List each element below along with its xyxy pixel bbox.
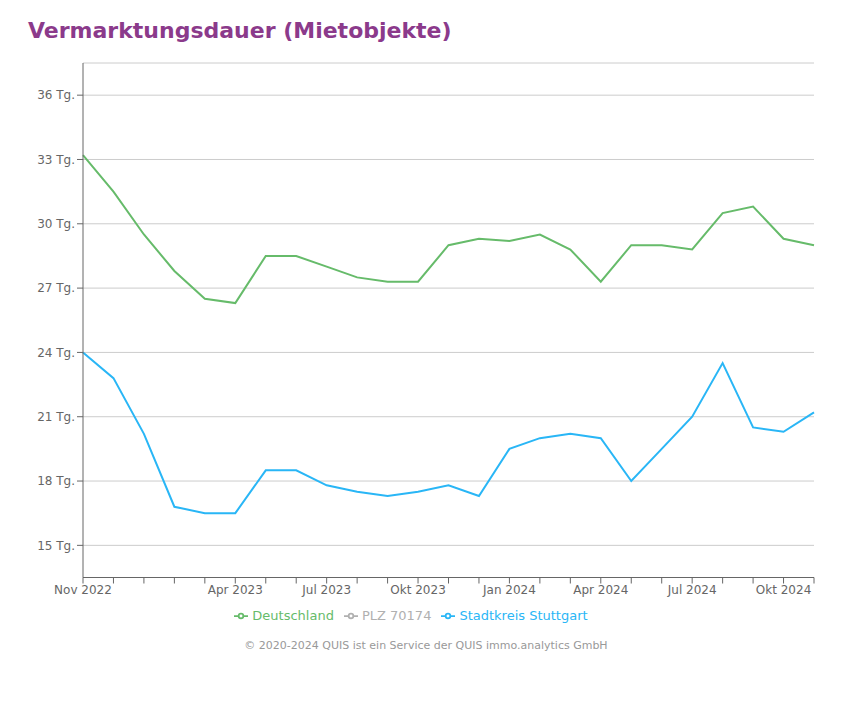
svg-text:Apr 2023: Apr 2023 <box>208 583 263 597</box>
html-text:Deutschland: Deutschland <box>252 607 334 623</box>
html-text:PLZ 70174: PLZ 70174 <box>361 607 432 623</box>
svg-text:21 Tg.: 21 Tg. <box>37 410 75 424</box>
svg-text:27 Tg.: 27 Tg. <box>37 281 75 295</box>
svg-text:Jul 2023: Jul 2023 <box>301 583 351 597</box>
svg-text:36 Tg.: 36 Tg. <box>37 88 75 102</box>
svg-text:33 Tg.: 33 Tg. <box>37 153 75 167</box>
svg-text:Okt 2024: Okt 2024 <box>756 583 811 597</box>
svg-text:24 Tg.: 24 Tg. <box>37 346 75 360</box>
svg-text:Jul 2024: Jul 2024 <box>667 583 717 597</box>
svg-text:18 Tg.: 18 Tg. <box>37 474 75 488</box>
svg-text:Nov 2022: Nov 2022 <box>54 583 112 597</box>
html-text:© 2020-2024 QUIS ist ein Servi: © 2020-2024 QUIS ist ein Service der QUI… <box>244 639 608 652</box>
svg-text:Jan 2024: Jan 2024 <box>482 583 536 597</box>
svg-text:15 Tg.: 15 Tg. <box>37 539 75 553</box>
svg-text:Okt 2023: Okt 2023 <box>390 583 445 597</box>
svg-text:Apr 2024: Apr 2024 <box>573 583 628 597</box>
html-text:Vermarktungsdauer (Mietobjekte: Vermarktungsdauer (Mietobjekte) <box>28 18 452 43</box>
html-text:Stadtkreis Stuttgart: Stadtkreis Stuttgart <box>459 607 588 623</box>
svg-text:30 Tg.: 30 Tg. <box>37 217 75 231</box>
